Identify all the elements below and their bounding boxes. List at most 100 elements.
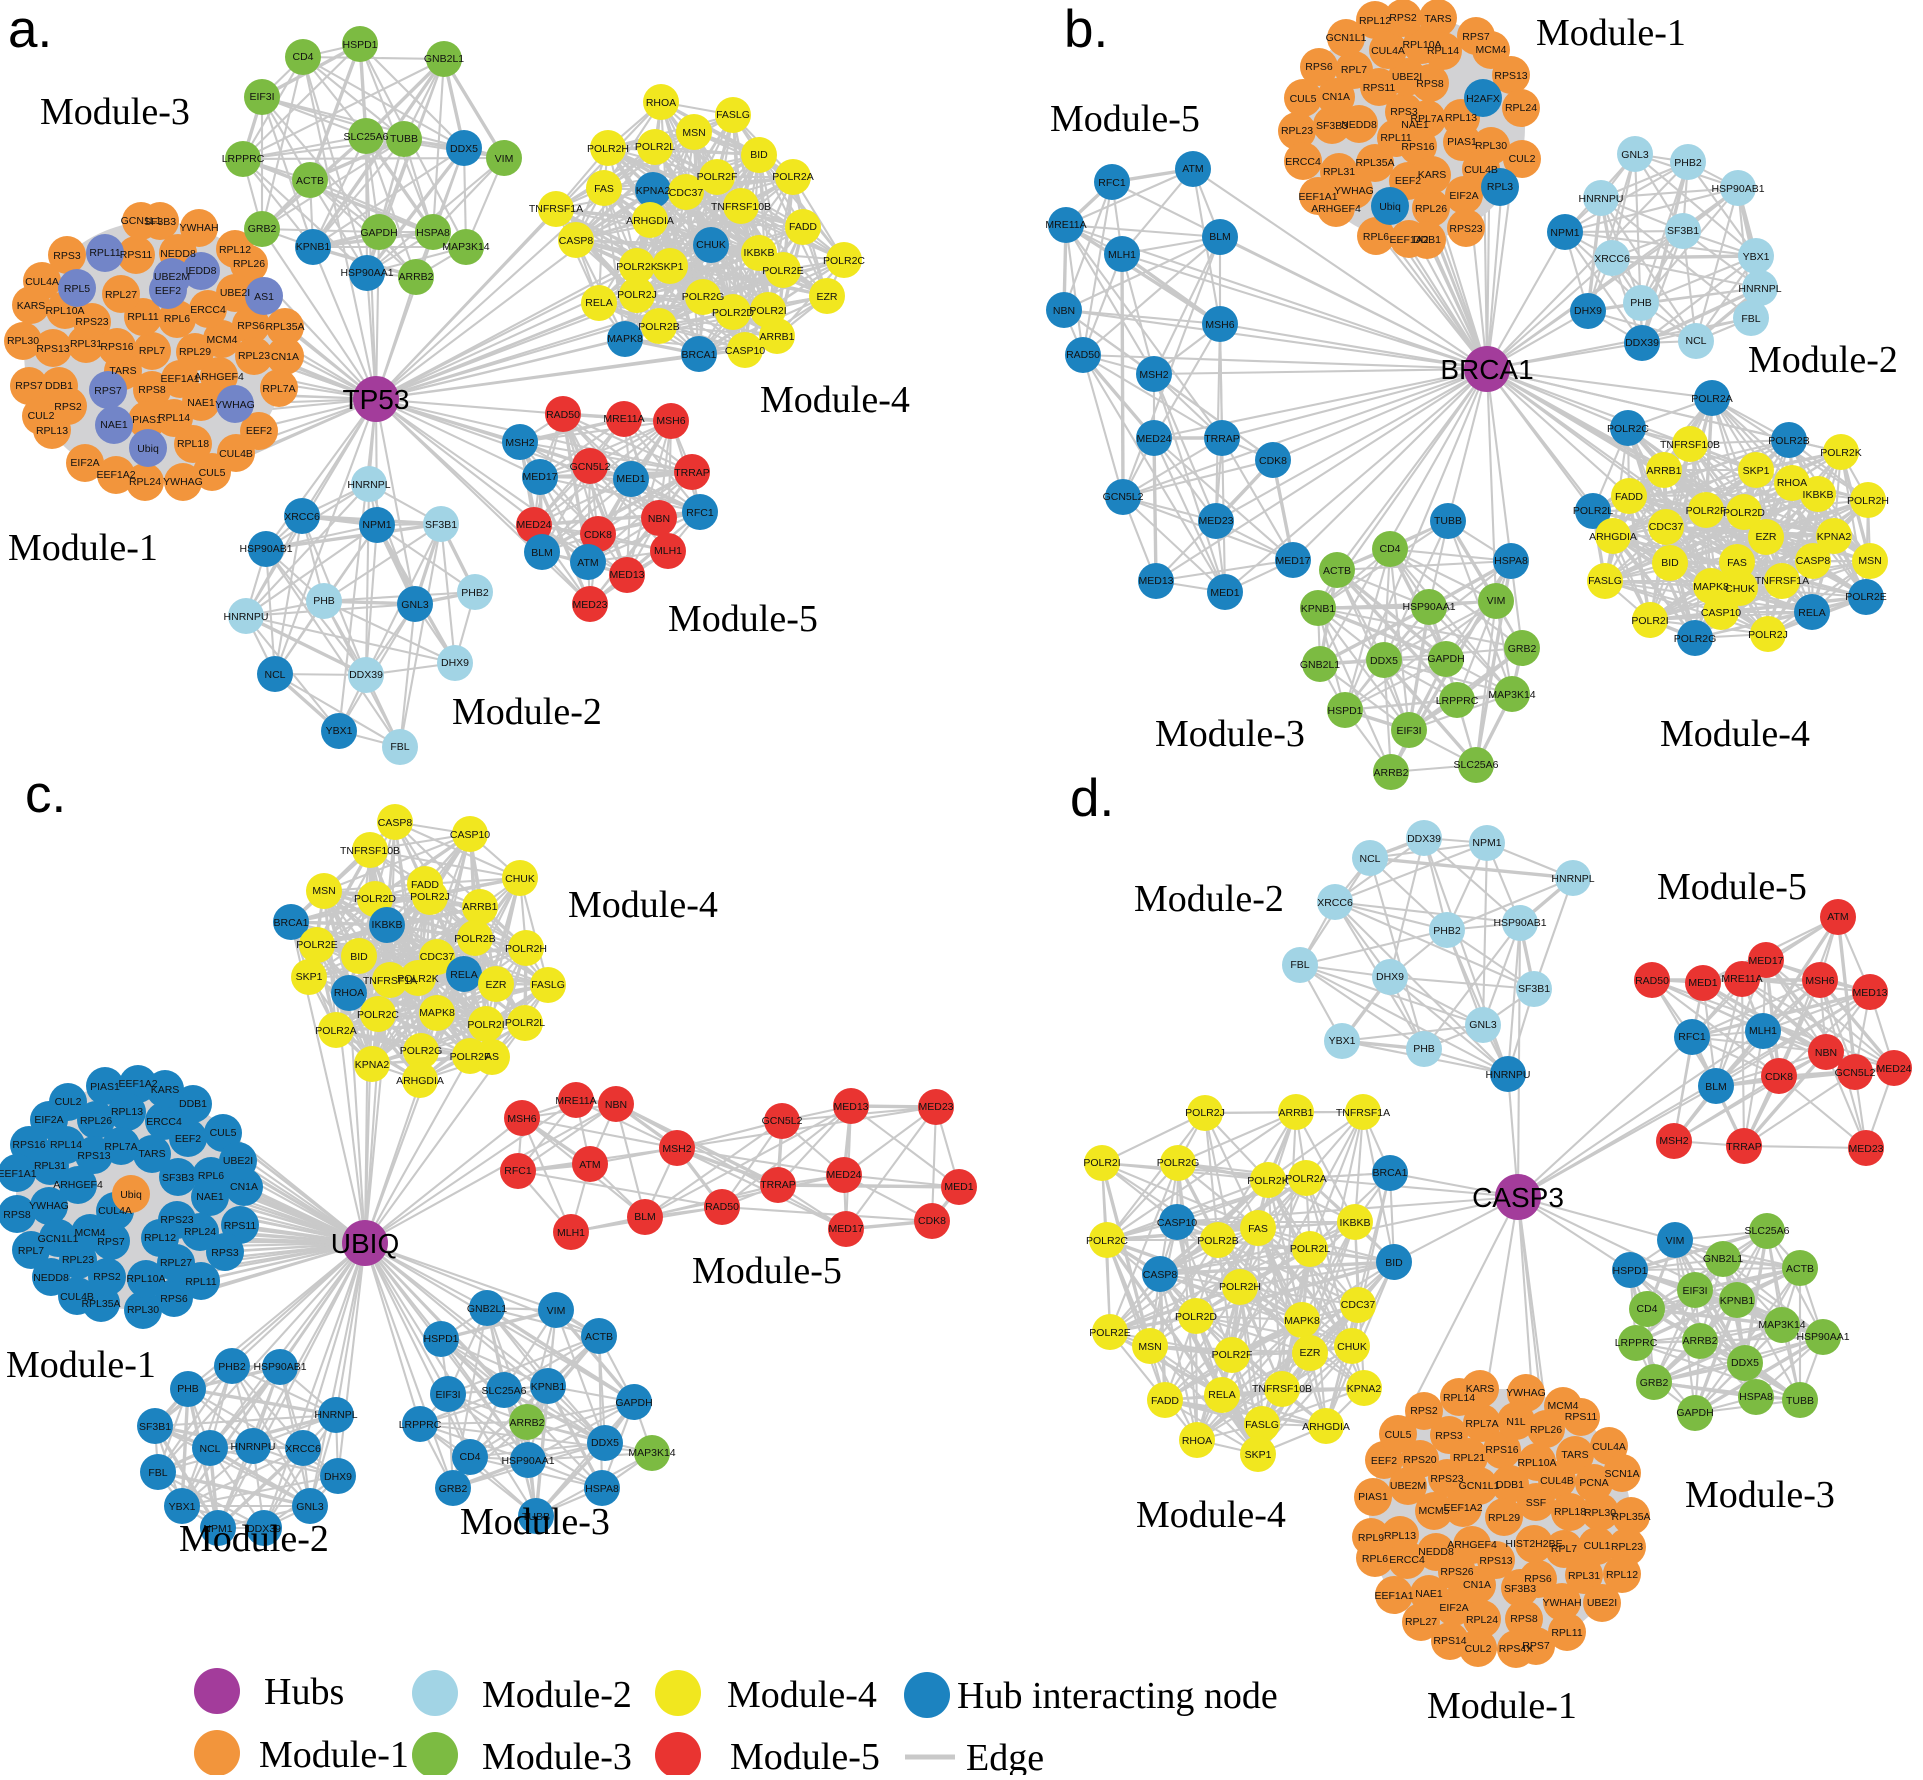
svg-text:ACTB: ACTB	[296, 175, 324, 187]
svg-text:Module-1: Module-1	[6, 1344, 156, 1386]
svg-text:DHX9: DHX9	[1574, 305, 1602, 317]
svg-text:MSH2: MSH2	[1659, 1135, 1688, 1147]
svg-text:EIF2A: EIF2A	[70, 457, 99, 469]
svg-text:NPM1: NPM1	[203, 1523, 232, 1535]
svg-text:CD4: CD4	[459, 1451, 480, 1463]
svg-text:Module-4: Module-4	[1136, 1494, 1286, 1536]
svg-text:RPL11: RPL11	[127, 311, 158, 323]
svg-text:POLR2D: POLR2D	[354, 893, 396, 905]
svg-text:CN1A: CN1A	[1463, 1579, 1491, 1591]
svg-text:GAPDH: GAPDH	[1427, 653, 1464, 665]
svg-text:YBX1: YBX1	[1743, 251, 1770, 263]
svg-text:RPL30: RPL30	[127, 1304, 159, 1316]
svg-text:MED1: MED1	[1688, 977, 1717, 989]
svg-text:HSPD1: HSPD1	[342, 39, 377, 51]
svg-text:DDX39: DDX39	[349, 669, 383, 681]
svg-text:EIF3I: EIF3I	[249, 91, 274, 103]
svg-text:UBIQ: UBIQ	[331, 1228, 399, 1259]
svg-text:MED17: MED17	[828, 1223, 863, 1235]
svg-text:MSH6: MSH6	[1205, 319, 1234, 331]
svg-text:Module-4: Module-4	[568, 884, 718, 926]
svg-text:GNB2L1: GNB2L1	[1300, 659, 1340, 671]
svg-text:GRB2: GRB2	[1508, 643, 1537, 655]
svg-text:DDB1: DDB1	[45, 380, 73, 392]
svg-text:RPS13: RPS13	[1494, 70, 1527, 82]
svg-text:POLR2E: POLR2E	[762, 265, 803, 277]
svg-text:TNFRSF1A: TNFRSF1A	[1336, 1107, 1390, 1119]
svg-text:NBN: NBN	[1815, 1047, 1837, 1059]
svg-text:EEF1A2: EEF1A2	[1389, 234, 1428, 246]
svg-text:RELA: RELA	[585, 297, 612, 309]
svg-text:NAE1: NAE1	[187, 397, 215, 409]
svg-text:RHOA: RHOA	[1777, 477, 1807, 489]
svg-text:PIAS1: PIAS1	[90, 1081, 120, 1093]
svg-text:POLR2J: POLR2J	[617, 289, 657, 301]
svg-text:RPS26: RPS26	[1440, 1566, 1473, 1578]
svg-text:MAPK8: MAPK8	[1284, 1315, 1320, 1327]
svg-text:ARHGEF4: ARHGEF4	[53, 1179, 103, 1191]
svg-text:CUL4B: CUL4B	[60, 1291, 94, 1303]
svg-text:NBN: NBN	[605, 1099, 627, 1111]
svg-text:Hub interacting node: Hub interacting node	[957, 1675, 1278, 1717]
svg-text:MRE11A: MRE11A	[1045, 219, 1086, 231]
svg-text:RPL6: RPL6	[198, 1170, 224, 1182]
svg-text:PHB2: PHB2	[218, 1361, 246, 1373]
svg-text:RPL23: RPL23	[238, 350, 270, 362]
svg-text:HSP90AA1: HSP90AA1	[1402, 601, 1455, 613]
svg-text:EIF3I: EIF3I	[1682, 1285, 1707, 1297]
svg-text:PCNA: PCNA	[1579, 1477, 1608, 1489]
svg-text:RPL13: RPL13	[36, 425, 68, 437]
svg-text:EEF1A1: EEF1A1	[160, 373, 199, 385]
svg-text:FBL: FBL	[390, 741, 409, 753]
svg-text:RPS7: RPS7	[94, 385, 122, 397]
svg-text:UBE2I: UBE2I	[220, 287, 250, 299]
svg-text:PIAS1: PIAS1	[132, 414, 162, 426]
svg-text:d.: d.	[1070, 769, 1114, 828]
svg-text:SF3B3: SF3B3	[1504, 1583, 1536, 1595]
svg-text:POLR2F: POLR2F	[697, 171, 738, 183]
svg-text:YWHAH: YWHAH	[179, 222, 218, 234]
svg-text:HSP90AB1: HSP90AB1	[253, 1361, 306, 1373]
svg-text:LRPPRC: LRPPRC	[399, 1419, 442, 1431]
svg-text:BLM: BLM	[1209, 231, 1231, 243]
svg-text:MSN: MSN	[1858, 555, 1881, 567]
svg-text:EZR: EZR	[486, 979, 507, 991]
svg-text:POLR2G: POLR2G	[1674, 633, 1717, 645]
svg-text:ARRB1: ARRB1	[1646, 465, 1681, 477]
svg-text:CASP8: CASP8	[559, 235, 594, 247]
svg-text:ATM: ATM	[1182, 163, 1203, 175]
svg-text:MED23: MED23	[1198, 515, 1233, 527]
svg-text:CUL2: CUL2	[55, 1096, 82, 1108]
svg-text:RPL3: RPL3	[1487, 181, 1513, 193]
svg-text:GCN5L2: GCN5L2	[762, 1115, 803, 1127]
svg-text:RELA: RELA	[1208, 1389, 1235, 1401]
svg-text:DDX5: DDX5	[591, 1437, 619, 1449]
svg-text:TUBB: TUBB	[390, 133, 418, 145]
svg-text:RPL31: RPL31	[70, 338, 102, 350]
svg-text:EEF2: EEF2	[155, 285, 181, 297]
svg-text:ARHGEF4: ARHGEF4	[194, 371, 244, 383]
svg-text:NCL: NCL	[264, 669, 285, 681]
svg-text:PHB2: PHB2	[1433, 925, 1461, 937]
svg-text:RPS13: RPS13	[1479, 1555, 1512, 1567]
svg-text:MCM5: MCM5	[1419, 1505, 1450, 1517]
svg-text:RPS6: RPS6	[237, 320, 265, 332]
svg-text:RPL7A: RPL7A	[104, 1141, 137, 1153]
svg-text:POLR2D: POLR2D	[1723, 507, 1765, 519]
svg-text:NPM1: NPM1	[1472, 837, 1501, 849]
svg-text:KPNA2: KPNA2	[636, 185, 671, 197]
svg-text:MSH2: MSH2	[505, 437, 534, 449]
svg-text:VIM: VIM	[547, 1305, 566, 1317]
svg-text:HSP90AA1: HSP90AA1	[501, 1455, 554, 1467]
svg-text:CHUK: CHUK	[1725, 583, 1755, 595]
svg-text:RPS23: RPS23	[1430, 1473, 1463, 1485]
svg-text:HNRNPU: HNRNPU	[224, 611, 269, 623]
svg-text:H2AFX: H2AFX	[1466, 93, 1500, 105]
svg-text:SF3B1: SF3B1	[139, 1421, 171, 1433]
svg-text:SCN1A: SCN1A	[1604, 1468, 1639, 1480]
svg-text:FASLG: FASLG	[531, 979, 565, 991]
svg-text:MED1: MED1	[1210, 587, 1239, 599]
svg-text:POLR2A: POLR2A	[1285, 1173, 1326, 1185]
svg-text:RPL26: RPL26	[80, 1115, 112, 1127]
svg-text:Module-5: Module-5	[692, 1250, 842, 1292]
